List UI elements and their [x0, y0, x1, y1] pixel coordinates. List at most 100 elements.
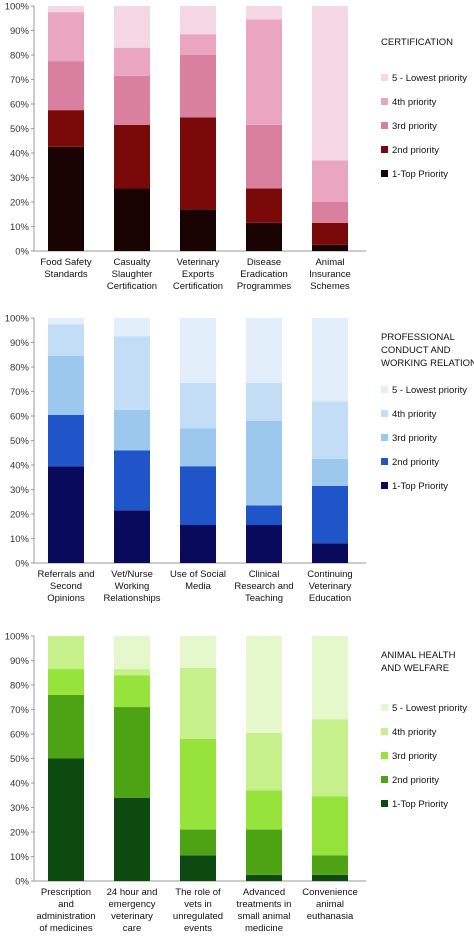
bar-segment: [312, 244, 348, 251]
y-tick-label: 80%: [10, 363, 30, 374]
category-label: animal: [316, 899, 344, 910]
bar-segment: [180, 667, 216, 739]
category-label: Clinical: [249, 569, 280, 580]
category-label: vets in: [184, 899, 211, 910]
bar-segment: [246, 318, 282, 383]
bar-segment: [312, 222, 348, 245]
y-tick-label: 80%: [10, 681, 30, 692]
bar-segment: [180, 636, 216, 668]
bar-segment: [180, 382, 216, 429]
category-label: of medicines: [39, 923, 93, 934]
legend-label: 4th priority: [392, 727, 437, 738]
bar-segment: [114, 707, 150, 798]
legend-swatch: [381, 98, 388, 105]
bar-segment: [48, 466, 84, 563]
category-label: Slaughter: [112, 269, 153, 280]
bar-segment: [246, 188, 282, 223]
bar-segment: [312, 796, 348, 856]
category-label: Certification: [173, 281, 223, 292]
category-label: unregulated: [173, 911, 223, 922]
y-tick-label: 20%: [10, 510, 30, 521]
bar-segment: [312, 202, 348, 223]
y-tick-label: 50%: [10, 124, 30, 135]
bar-segment: [48, 318, 84, 325]
bar-segment: [246, 525, 282, 563]
category-label: care: [123, 923, 141, 934]
bar-segment: [48, 12, 84, 62]
chart-title: WORKING RELATIONS: [381, 358, 474, 369]
bar-segment: [180, 6, 216, 35]
bar-segment: [312, 458, 348, 486]
category-label: and: [58, 899, 74, 910]
bar-segment: [246, 790, 282, 830]
category-label: medicine: [245, 923, 283, 934]
bar-segment: [48, 758, 84, 881]
legend-swatch: [381, 458, 388, 465]
legend-label: 5 - Lowest priority: [392, 703, 467, 714]
bar-segment: [246, 505, 282, 526]
y-tick-label: 0%: [15, 877, 29, 888]
bar-segment: [114, 797, 150, 881]
legend-label: 2nd priority: [392, 457, 439, 468]
category-label: administration: [36, 911, 95, 922]
legend-swatch: [381, 122, 388, 129]
certification-chart: 0% 10% 20% 30% 40% 50% 60% 70% 80% 90% 100% Food Sa…: [0, 0, 474, 305]
bar-segment: [48, 636, 84, 670]
bar-segment: [180, 318, 216, 383]
bar-segment: [312, 160, 348, 202]
bar-segment: [180, 829, 216, 856]
y-tick-label: 40%: [10, 149, 30, 160]
bar-segment: [312, 636, 348, 720]
bar-segment: [114, 669, 150, 676]
legend-swatch: [381, 146, 388, 153]
bar-segment: [180, 525, 216, 563]
bar-segment: [246, 874, 282, 881]
category-label: Education: [309, 593, 351, 604]
bar-segment: [114, 675, 150, 708]
y-tick-label: 0%: [15, 559, 29, 570]
bar-segment: [312, 401, 348, 459]
y-tick-label: 90%: [10, 338, 30, 349]
category-label: Veterinary: [309, 581, 352, 592]
bar-segment: [180, 117, 216, 210]
category-label: Teaching: [245, 593, 283, 604]
y-tick-label: 20%: [10, 198, 30, 209]
category-label: Prescription: [41, 887, 91, 898]
bar-segment: [48, 110, 84, 147]
category-label: veterinary: [111, 911, 153, 922]
legend-swatch: [381, 434, 388, 441]
y-tick-label: 10%: [10, 852, 30, 863]
category-label: Eradication: [240, 269, 288, 280]
category-label: Insurance: [309, 269, 351, 280]
bar-segment: [180, 34, 216, 55]
category-label: Food Safety: [40, 257, 91, 268]
y-tick-label: 40%: [10, 461, 30, 472]
category-label: Media: [185, 581, 212, 592]
bar-segment: [114, 409, 150, 451]
y-tick-label: 100%: [5, 314, 30, 325]
bar-segment: [48, 355, 84, 415]
bar-segment: [180, 466, 216, 526]
bar-segment: [180, 55, 216, 118]
category-label: treatments in: [237, 899, 292, 910]
category-label: Schemes: [310, 281, 350, 292]
y-tick-label: 60%: [10, 730, 30, 741]
category-label: Standards: [44, 269, 88, 280]
legend-swatch: [381, 482, 388, 489]
category-label: Opinions: [47, 593, 85, 604]
category-label: Continuing: [307, 569, 352, 580]
legend-swatch: [381, 386, 388, 393]
bar-segment: [180, 855, 216, 881]
legend-label: 2nd priority: [392, 775, 439, 786]
chart-title: PROFESSIONAL: [381, 332, 455, 343]
legend-label: 2nd priority: [392, 145, 439, 156]
bar-segment: [312, 719, 348, 797]
y-tick-label: 60%: [10, 100, 30, 111]
y-tick-label: 100%: [5, 632, 30, 643]
category-label: Vet/Nurse: [111, 569, 153, 580]
bar-segment: [180, 738, 216, 830]
y-tick-label: 90%: [10, 26, 30, 37]
legend-label: 4th priority: [392, 409, 437, 420]
legend-swatch: [381, 410, 388, 417]
category-label: Second: [50, 581, 82, 592]
